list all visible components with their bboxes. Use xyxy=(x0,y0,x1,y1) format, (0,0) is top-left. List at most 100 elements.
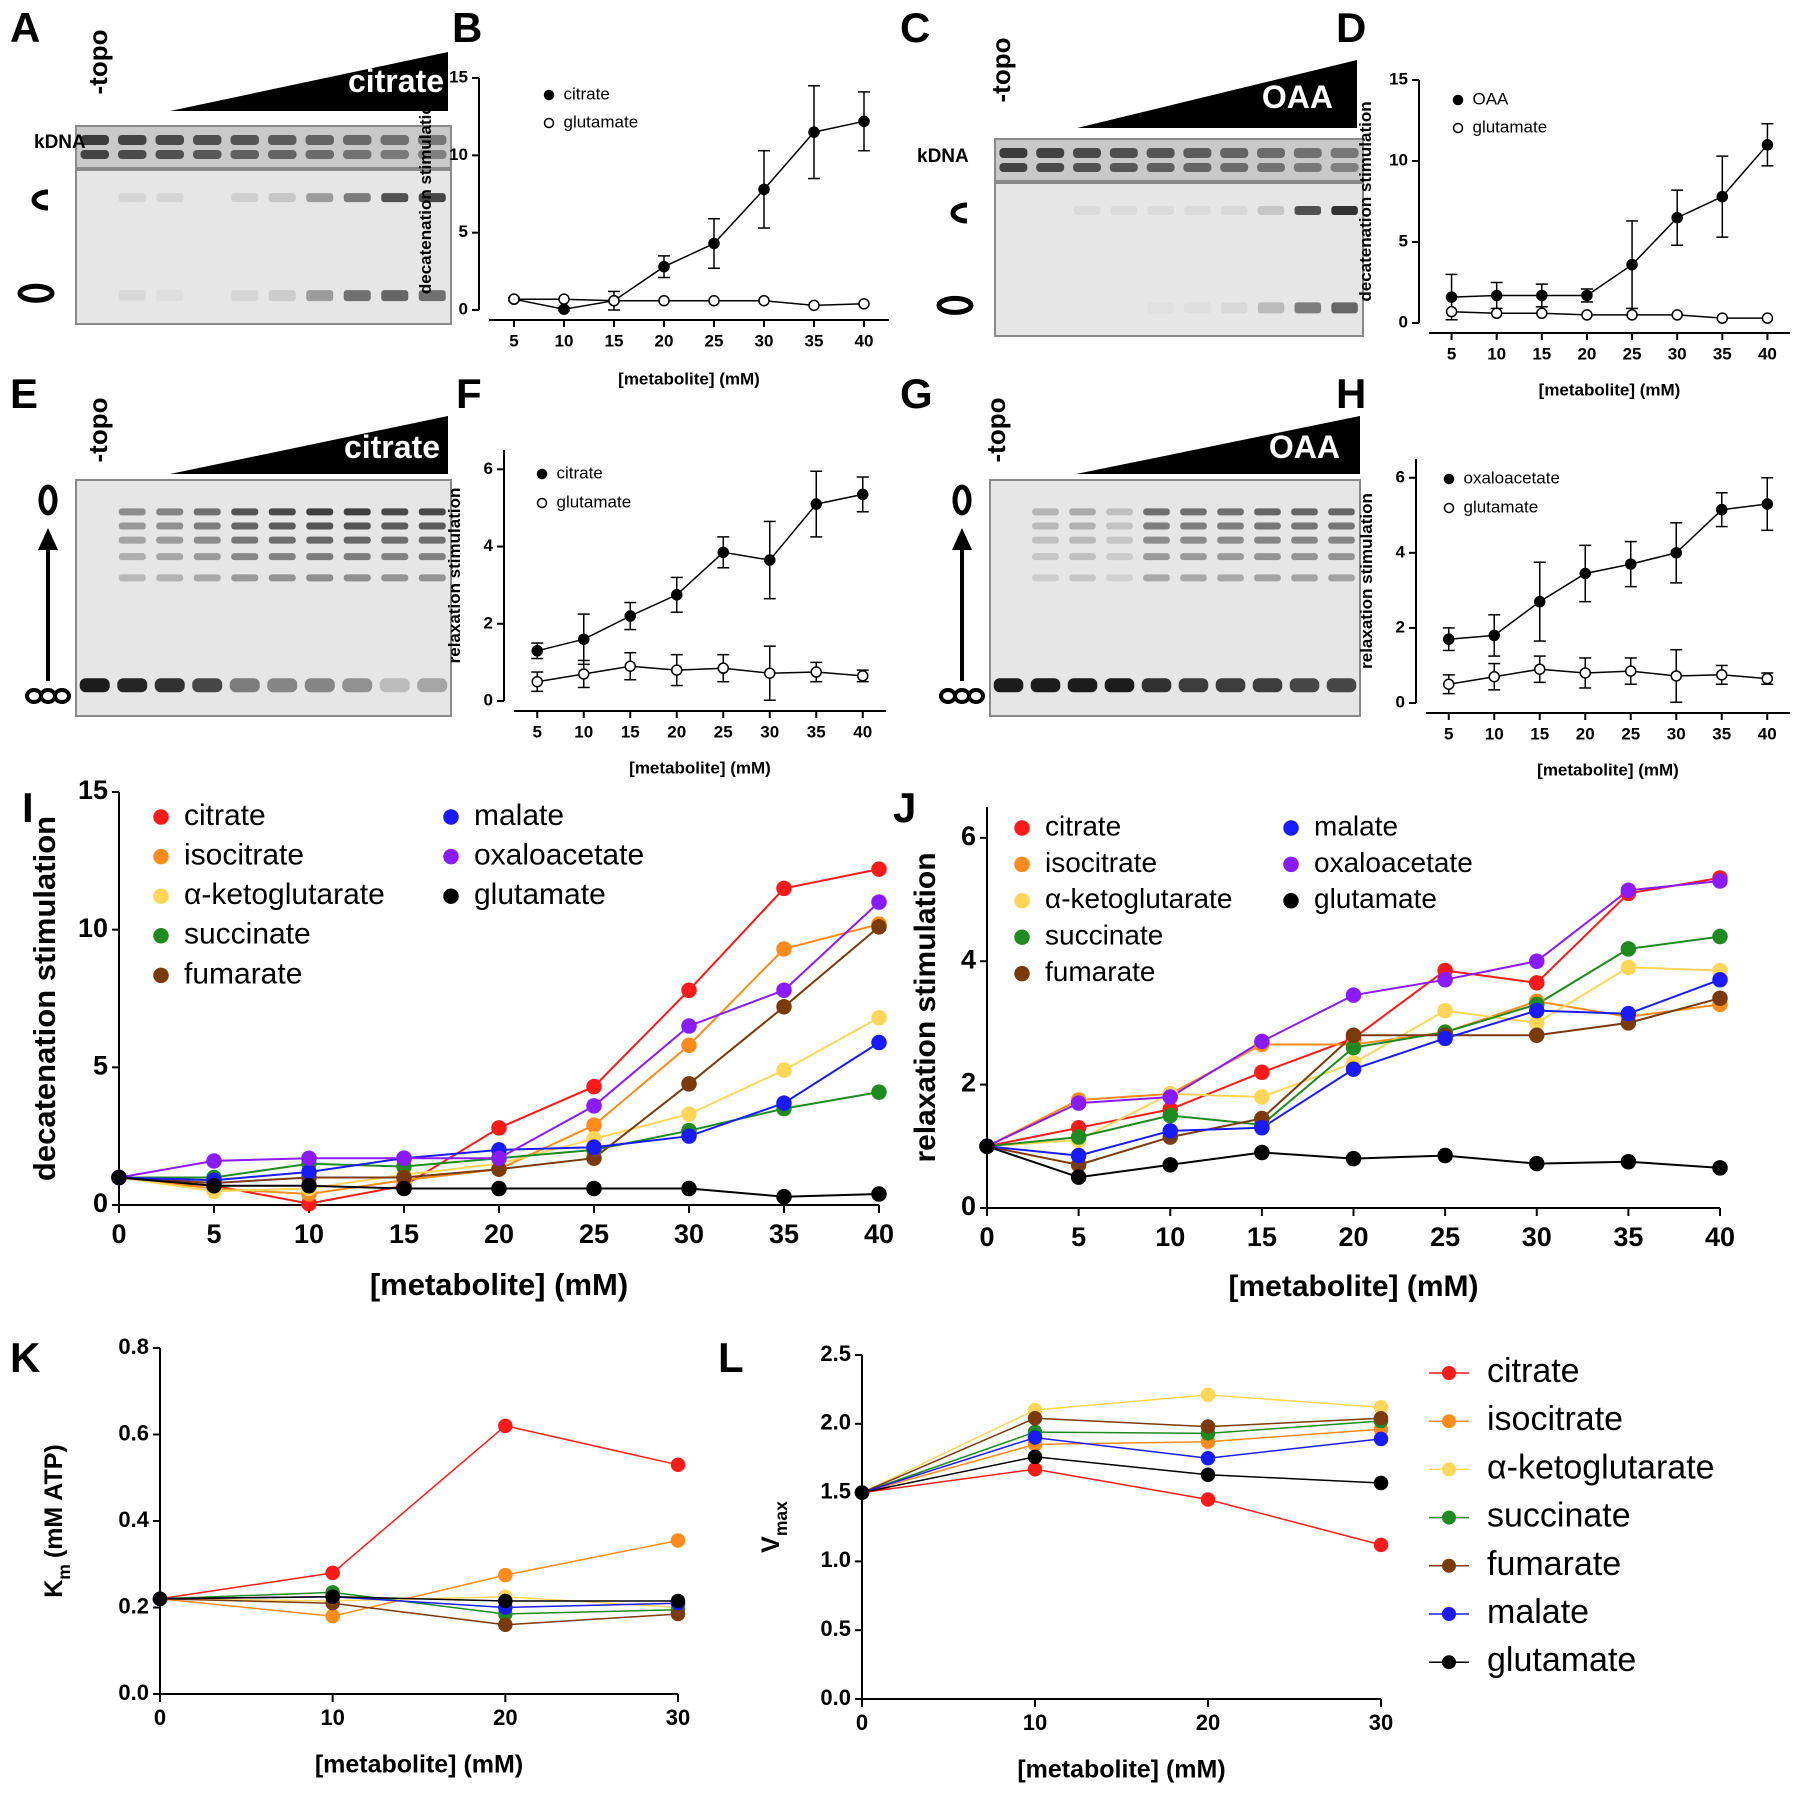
gel xyxy=(75,479,452,717)
gel-band xyxy=(1032,574,1059,582)
x-tick-label: 30 xyxy=(1667,724,1686,743)
x-tick-label: 30 xyxy=(1522,1222,1552,1252)
gradient-triangle xyxy=(1076,416,1360,474)
data-point xyxy=(1761,139,1774,151)
gel-band xyxy=(1069,536,1096,544)
data-point xyxy=(871,1084,887,1100)
gel-band xyxy=(1147,302,1173,313)
legend-marker xyxy=(153,967,169,984)
gel-band xyxy=(1143,553,1170,561)
data-point xyxy=(1581,309,1593,321)
series-line xyxy=(1451,144,1768,298)
legend-label: malate xyxy=(1314,810,1398,841)
x-tick-label: 10 xyxy=(1485,724,1504,743)
metabolite-label: OAA xyxy=(1262,79,1333,115)
data-point xyxy=(1620,1005,1637,1022)
data-point xyxy=(531,675,543,688)
y-tick-label: 15 xyxy=(1389,69,1408,88)
data-point xyxy=(578,668,590,680)
metabolite-label: citrate xyxy=(348,63,444,99)
gel-band xyxy=(156,574,184,582)
legend-label: oxaloacetate xyxy=(474,839,644,872)
gel-band xyxy=(231,193,259,203)
gradient-triangle xyxy=(1077,60,1357,128)
legend-marker xyxy=(1014,965,1030,982)
data-point xyxy=(1200,1467,1216,1482)
gel-band xyxy=(1180,574,1207,582)
kdna-strip xyxy=(994,138,1364,182)
x-tick-label: 5 xyxy=(509,331,518,350)
relaxed-icon xyxy=(38,484,58,516)
y-axis-title-main: V xyxy=(757,1536,785,1553)
legend-label: OAA xyxy=(1473,89,1510,108)
data-point xyxy=(558,293,570,305)
series-line xyxy=(861,1428,1382,1494)
kdna-band xyxy=(118,150,147,159)
data-point xyxy=(1345,1150,1362,1167)
data-point xyxy=(1162,1107,1178,1124)
data-point xyxy=(498,1567,513,1583)
gel-band xyxy=(231,553,259,561)
legend-label: α-ketoglutarate xyxy=(1487,1448,1715,1486)
data-point xyxy=(111,1169,127,1186)
gel-band xyxy=(1326,678,1357,693)
legend-marker xyxy=(1452,94,1464,106)
legend-label: α-ketoglutarate xyxy=(1045,883,1232,914)
data-point xyxy=(717,546,729,559)
data-point xyxy=(1070,1169,1087,1185)
data-point xyxy=(578,633,590,645)
x-axis-title: [metabolite] (mM) xyxy=(370,1267,628,1302)
panel-label: E xyxy=(10,370,38,417)
data-point xyxy=(854,1485,870,1500)
gel-band xyxy=(1032,536,1059,544)
x-tick-label: 35 xyxy=(805,331,824,350)
x-axis-title: [metabolite] (mM) xyxy=(629,758,771,777)
gel-band xyxy=(418,508,446,516)
data-point xyxy=(1162,1089,1178,1105)
x-tick-label: 35 xyxy=(769,1219,799,1249)
data-point xyxy=(1490,307,1503,320)
legend-label: isocitrate xyxy=(1487,1400,1623,1438)
data-point xyxy=(681,1018,697,1034)
gel-band xyxy=(418,290,446,302)
y-axis-title-main: decatenation stimulation xyxy=(1356,101,1375,301)
y-tick-label: 10 xyxy=(449,145,468,164)
legend-label: succinate xyxy=(184,918,311,951)
y-tick-label: 0 xyxy=(961,1191,976,1221)
y-axis-title-sub: m xyxy=(54,1564,74,1580)
x-tick-label: 35 xyxy=(1712,724,1731,743)
kdna-band xyxy=(380,150,409,159)
gel-band xyxy=(231,522,259,530)
kdna-band xyxy=(155,150,184,159)
gel-band xyxy=(1291,522,1318,530)
gel-band xyxy=(343,522,371,530)
data-point xyxy=(1200,1387,1216,1403)
x-tick-label: 35 xyxy=(1613,1222,1643,1252)
x-tick-label: 30 xyxy=(755,331,774,350)
x-tick-label: 30 xyxy=(1668,344,1687,363)
data-point xyxy=(1670,670,1682,682)
legend-marker xyxy=(1283,820,1299,836)
topo-label: -topo xyxy=(986,38,1016,103)
kdna-band xyxy=(230,135,259,145)
gel-band xyxy=(1143,522,1170,530)
legend-marker xyxy=(1443,502,1455,514)
x-tick-label: 5 xyxy=(1444,724,1453,743)
gel-band xyxy=(1217,508,1244,516)
y-tick-label: 2.5 xyxy=(820,1341,851,1366)
y-tick-label: 1.5 xyxy=(820,1478,851,1503)
gel-band xyxy=(418,553,446,561)
legend-label: glutamate xyxy=(1464,497,1539,516)
x-tick-label: 30 xyxy=(666,1705,690,1730)
data-point xyxy=(396,1180,412,1197)
legend-marker xyxy=(153,848,169,865)
gel-band xyxy=(1215,678,1246,693)
series-line xyxy=(159,1591,679,1615)
gel-band xyxy=(1254,508,1281,516)
legend-marker xyxy=(543,117,555,129)
catenane-icon xyxy=(31,189,49,211)
panel-label: L xyxy=(718,1334,744,1381)
series-line xyxy=(159,1539,679,1617)
gel-band xyxy=(1257,302,1285,314)
gel-band xyxy=(306,290,334,302)
